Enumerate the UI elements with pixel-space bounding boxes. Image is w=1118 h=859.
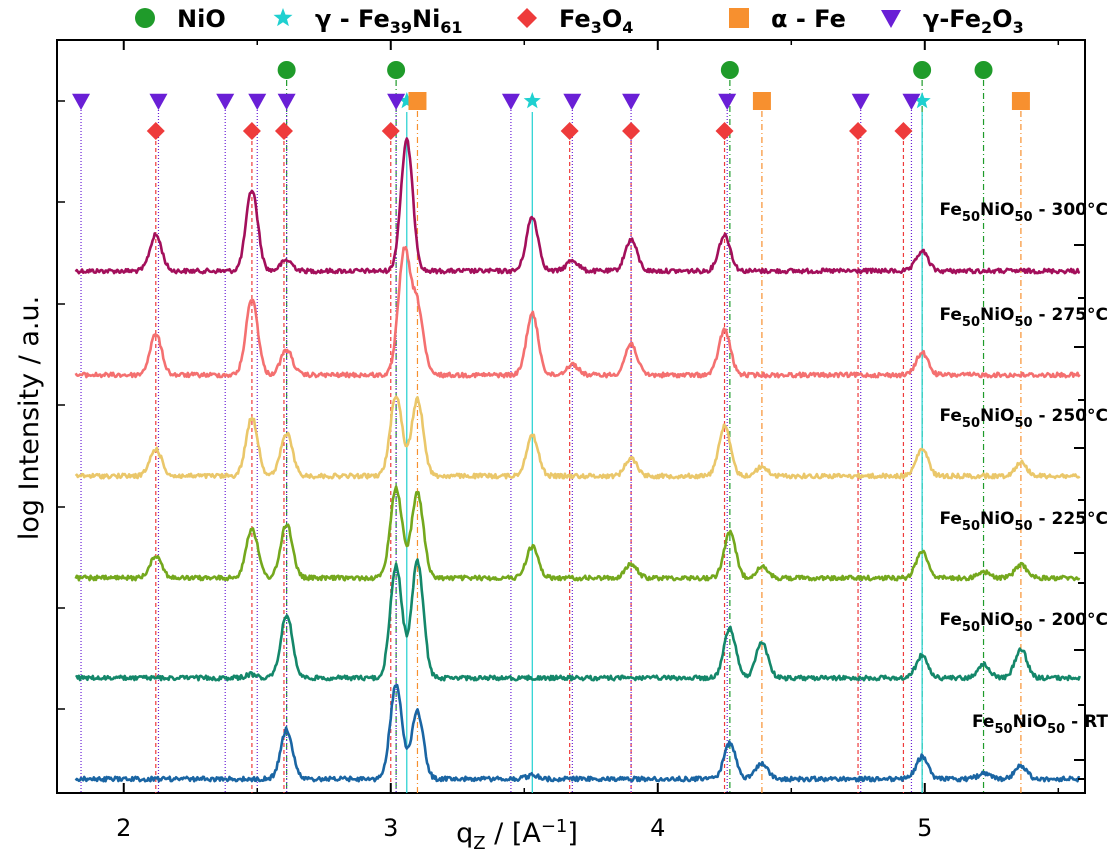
legend-item-fe3o4: Fe3O4 [517,5,633,37]
legend-marker-circle-icon [135,8,155,28]
reference-marker-fe [408,92,427,110]
reference-marker-fe3o4 [242,122,261,140]
reference-marker-nio [277,61,296,79]
y-axis-title: log Intensity / a.u. [14,296,45,540]
legend-label: γ - Fe39Ni61 [315,5,463,37]
reference-marker-fe2o3 [902,93,921,110]
series-line-3 [74,395,1081,480]
plot-border [56,39,1086,794]
reference-marker-fe [752,92,771,110]
x-axis-title: qZ / [A−1] [456,816,578,854]
reference-lines [80,80,1022,793]
legend-item-fe2o3: γ-Fe2O3 [881,5,1024,37]
reference-marker-fe39ni61 [398,92,416,109]
x-tick-label: 3 [383,814,398,842]
reference-marker-fe39ni61 [913,92,931,109]
series-line-5 [75,558,1081,682]
series-line-2 [74,245,1081,379]
reference-marker-fe3o4 [146,122,165,140]
reference-marker-fe3o4 [622,122,641,140]
reference-marker-fe [1011,92,1030,110]
series-line-4 [74,485,1081,582]
plot-frame [56,39,1086,794]
series-label-1: Fe50NiO50 - 300°C [939,200,1108,225]
reference-marker-fe3o4 [274,122,293,140]
legend-label: α - Fe [771,5,846,33]
reference-marker-fe2o3 [622,93,641,110]
reference-marker-fe3o4 [894,122,913,140]
series-label-6: Fe50NiO50 - RT [972,712,1108,737]
reference-marker-nio [720,61,739,79]
series-line-6 [74,683,1081,783]
legend-item-fe39ni61: γ - Fe39Ni61 [273,5,463,37]
legend-marker-square-icon [729,8,749,28]
reference-marker-fe2o3 [248,93,267,110]
series-line-1 [74,137,1081,275]
reference-marker-fe3o4 [381,122,400,140]
series-label-2: Fe50NiO50 - 275°C [939,305,1108,330]
legend-label: Fe3O4 [559,5,633,37]
series-label-5: Fe50NiO50 - 200°C [939,610,1108,635]
series-label-4: Fe50NiO50 - 225°C [939,509,1108,534]
reference-marker-fe39ni61 [523,92,541,109]
reference-marker-fe2o3 [149,93,168,110]
legend: NiO γ - Fe39Ni61 Fe3O4 α - Fe γ-Fe2O3 [135,5,1024,37]
series-lines [74,137,1081,783]
legend-item-fe: α - Fe [729,5,846,33]
axes: 2 3 4 5 qZ / [A−1] log Intensity / a.u. [14,40,1060,854]
reference-marker-fe2o3 [563,93,582,110]
reference-marker-fe2o3 [718,93,737,110]
reference-marker-fe2o3 [216,93,235,110]
x-tick-label: 4 [650,814,665,842]
reference-marker-nio [974,61,993,79]
x-tick-label: 2 [116,814,131,842]
series-labels: Fe50NiO50 - 300°C Fe50NiO50 - 275°C Fe50Ni… [939,200,1108,780]
legend-marker-diamond-icon [517,8,537,28]
reference-marker-fe3o4 [849,122,868,140]
reference-marker-fe3o4 [715,122,734,140]
reference-marker-nio [913,61,932,79]
series-label-3: Fe50NiO50 - 250°C [939,406,1108,431]
legend-label: NiO [177,5,226,33]
legend-marker-triangle-down-icon [881,10,901,28]
legend-label: γ-Fe2O3 [923,5,1024,37]
reference-marker-fe3o4 [560,122,579,140]
x-tick-label: 5 [917,814,932,842]
reference-marker-fe2o3 [387,93,406,110]
reference-marker-fe2o3 [501,93,520,110]
reference-marker-fe2o3 [851,93,870,110]
reference-marker-nio [387,61,406,79]
reference-marker-fe2o3 [72,93,91,110]
reference-markers [72,61,1030,140]
legend-marker-star-icon [273,8,293,27]
reference-marker-fe2o3 [277,93,296,110]
legend-item-nio: NiO [135,5,226,33]
